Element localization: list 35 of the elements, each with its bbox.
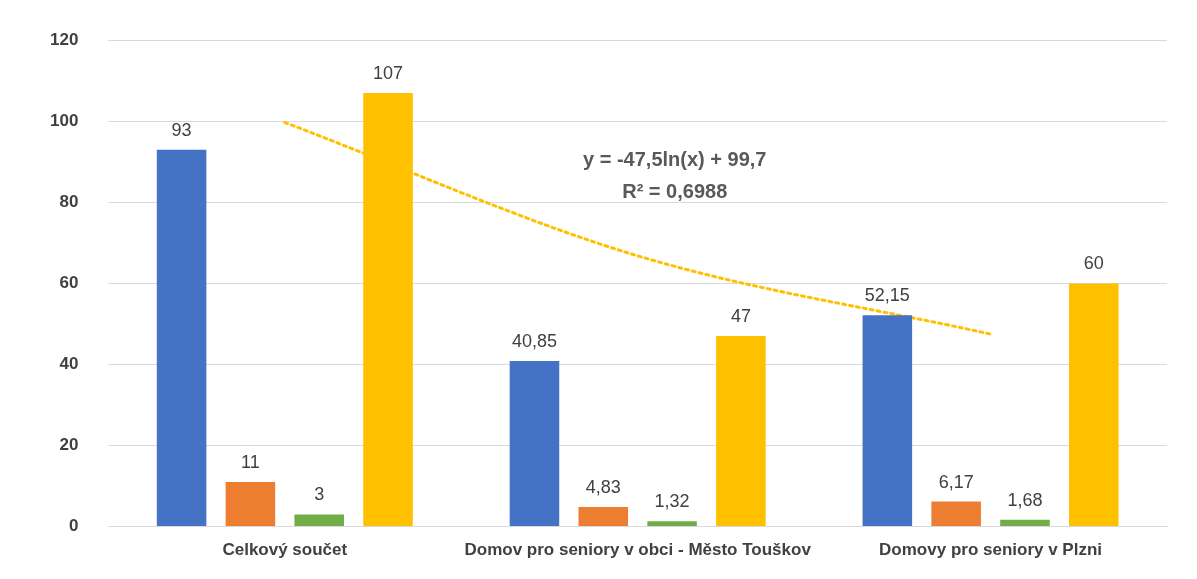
bar: [578, 507, 629, 527]
y-tick-label: 60: [59, 273, 79, 293]
data-label: 47: [730, 306, 751, 327]
data-label: 11: [241, 451, 260, 472]
bar: [294, 514, 344, 527]
data-label: 52,15: [864, 285, 910, 306]
data-label: 1,32: [654, 491, 690, 512]
y-tick-label: 20: [59, 435, 79, 455]
data-label: 40,85: [511, 330, 557, 351]
bar: [225, 482, 276, 527]
data-label: 60: [1083, 253, 1104, 274]
x-tick-label: Domovy pro seniory v Plzni: [879, 540, 1103, 560]
x-tick-label: Domov pro seniory v obci - Město Touškov: [464, 540, 812, 560]
x-tick-label: Celkový součet: [222, 540, 348, 560]
bar: [509, 361, 560, 527]
data-label: 3: [314, 484, 325, 505]
bar: [156, 149, 207, 527]
bar: [647, 521, 697, 527]
bar: [931, 501, 981, 527]
y-tick-label: 0: [68, 516, 79, 536]
data-label: 1,68: [1007, 489, 1043, 510]
bar: [1069, 283, 1119, 527]
data-label: 107: [373, 62, 404, 83]
data-label: 93: [171, 119, 192, 140]
y-tick-label: 40: [59, 354, 79, 374]
y-tick-label: 80: [59, 192, 79, 212]
annotation: y = -47,5ln(x) + 99,7: [583, 147, 767, 170]
annotation: R² = 0,6988: [622, 179, 728, 202]
bar: [716, 336, 766, 527]
bar: [1000, 519, 1050, 527]
y-tick-label: 100: [49, 110, 79, 130]
y-tick-label: 120: [49, 29, 79, 49]
data-label: 6,17: [938, 471, 974, 492]
data-label: 4,83: [585, 476, 621, 497]
bar: [862, 315, 913, 527]
